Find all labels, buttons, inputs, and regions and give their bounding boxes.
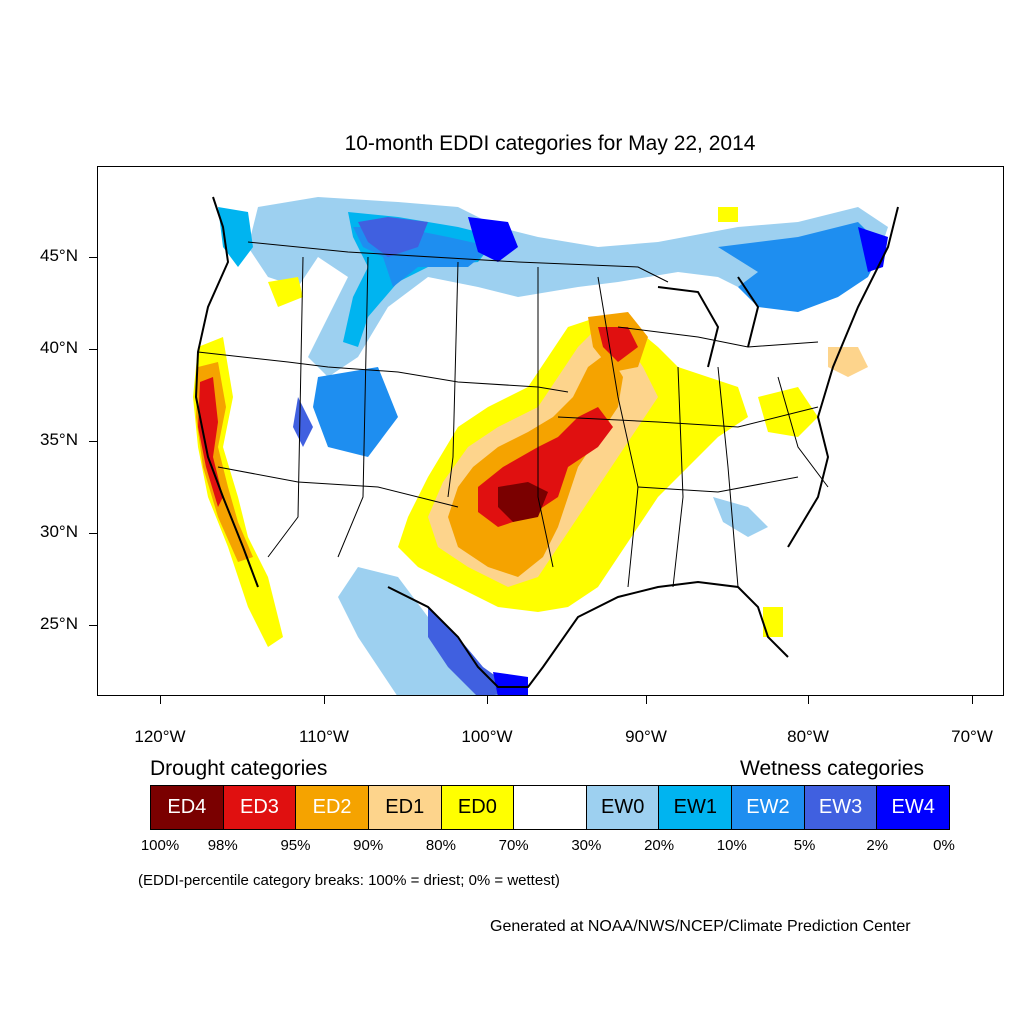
legend-box-ew1: EW1 xyxy=(659,786,733,829)
legend-box-ew4: EW4 xyxy=(877,786,950,829)
percentile-label: 10% xyxy=(716,837,747,854)
boundaries xyxy=(197,241,829,588)
dry-regions xyxy=(193,207,868,647)
coastline xyxy=(194,196,899,688)
eddi-map xyxy=(97,166,1004,696)
legend-box-ed2: ED2 xyxy=(296,786,369,829)
legend-box-ed3: ED3 xyxy=(223,786,297,829)
wetness-categories-heading: Wetness categories xyxy=(740,757,925,780)
category-note: (EDDI-percentile category breaks: 100% =… xyxy=(138,872,560,889)
legend-box-ed0: ED0 xyxy=(441,786,515,829)
lat-tick xyxy=(89,625,97,626)
drought-categories-heading: Drought categories xyxy=(150,757,328,780)
credit-line: Generated at NOAA/NWS/NCEP/Climate Predi… xyxy=(490,918,911,935)
lat-label-45: 45°N xyxy=(40,246,78,265)
lat-tick xyxy=(89,533,97,534)
percentile-label: 90% xyxy=(353,837,384,854)
lon-tick xyxy=(646,696,647,704)
lon-label-100w: 100°W xyxy=(461,727,513,746)
lon-label-80w: 80°W xyxy=(787,727,829,746)
percentile-label: 5% xyxy=(793,837,816,854)
category-legend: ED4 ED3 ED2 ED1 ED0 EW0 EW1 EW2 EW3 EW4 xyxy=(150,785,950,830)
percentile-label: 80% xyxy=(425,837,456,854)
lon-label-90w: 90°W xyxy=(625,727,667,746)
legend-box-ed4: ED4 xyxy=(151,786,224,829)
percentile-label: 98% xyxy=(207,837,238,854)
lon-tick xyxy=(487,696,488,704)
lat-label-40: 40°N xyxy=(40,338,78,357)
legend-box-ew0: EW0 xyxy=(586,786,660,829)
lat-tick xyxy=(89,257,97,258)
wet-regions xyxy=(218,197,888,695)
percentile-label: 100% xyxy=(140,837,180,854)
lat-label-35: 35°N xyxy=(40,430,78,449)
lon-tick xyxy=(324,696,325,704)
percentile-label: 20% xyxy=(644,837,675,854)
legend-box-ew3: EW3 xyxy=(804,786,878,829)
percentile-label: 95% xyxy=(280,837,311,854)
lat-label-30: 30°N xyxy=(40,522,78,541)
lon-tick xyxy=(972,696,973,704)
percentile-label: 0% xyxy=(933,837,955,854)
percentile-label: 70% xyxy=(498,837,529,854)
lat-tick xyxy=(89,349,97,350)
lon-label-120w: 120°W xyxy=(134,727,186,746)
legend-box-ew2: EW2 xyxy=(732,786,805,829)
lat-label-25: 25°N xyxy=(40,614,78,633)
lat-tick xyxy=(89,441,97,442)
lon-label-70w: 70°W xyxy=(951,727,993,746)
lon-tick xyxy=(808,696,809,704)
map-title: 10-month EDDI categories for May 22, 201… xyxy=(344,132,756,155)
lon-tick xyxy=(160,696,161,704)
legend-box-neutral xyxy=(514,786,587,829)
legend-box-ed1: ED1 xyxy=(368,786,442,829)
percentile-label: 2% xyxy=(866,837,889,854)
percentile-label: 30% xyxy=(571,837,602,854)
lon-label-110w: 110°W xyxy=(299,727,349,746)
